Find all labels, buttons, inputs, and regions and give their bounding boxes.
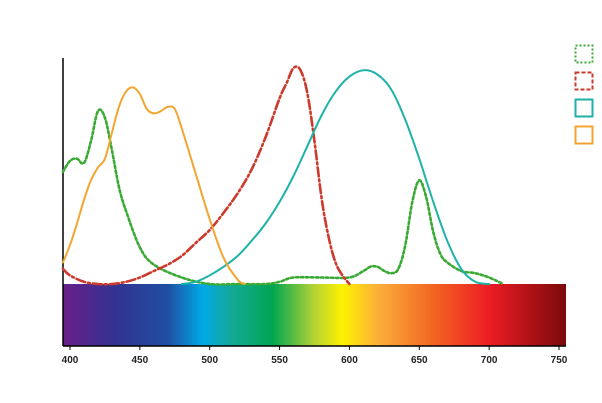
- x-tick-label-400: 400: [62, 355, 79, 366]
- x-tick-label-600: 600: [341, 355, 358, 366]
- series-line-3: [180, 69, 491, 285]
- x-tick-label-750: 750: [551, 355, 568, 366]
- legend-swatch-4: [574, 125, 594, 145]
- x-tick-label-450: 450: [132, 355, 149, 366]
- spectrum-band: [63, 284, 566, 346]
- legend-swatch-3: [574, 98, 594, 118]
- legend: [574, 44, 594, 145]
- x-tick-label-500: 500: [201, 355, 218, 366]
- series-line-4: [62, 86, 246, 285]
- series-line-2: [61, 65, 351, 286]
- x-tick-label-550: 550: [271, 355, 288, 366]
- x-tick-label-650: 650: [411, 355, 428, 366]
- legend-swatch-2: [574, 71, 594, 91]
- series-line-1: [61, 108, 505, 286]
- series-layer: [61, 65, 505, 286]
- x-axis-ticks: 400 450 500 550 600 650 700 750: [62, 346, 568, 366]
- x-tick-label-700: 700: [481, 355, 498, 366]
- legend-swatch-1: [574, 44, 594, 64]
